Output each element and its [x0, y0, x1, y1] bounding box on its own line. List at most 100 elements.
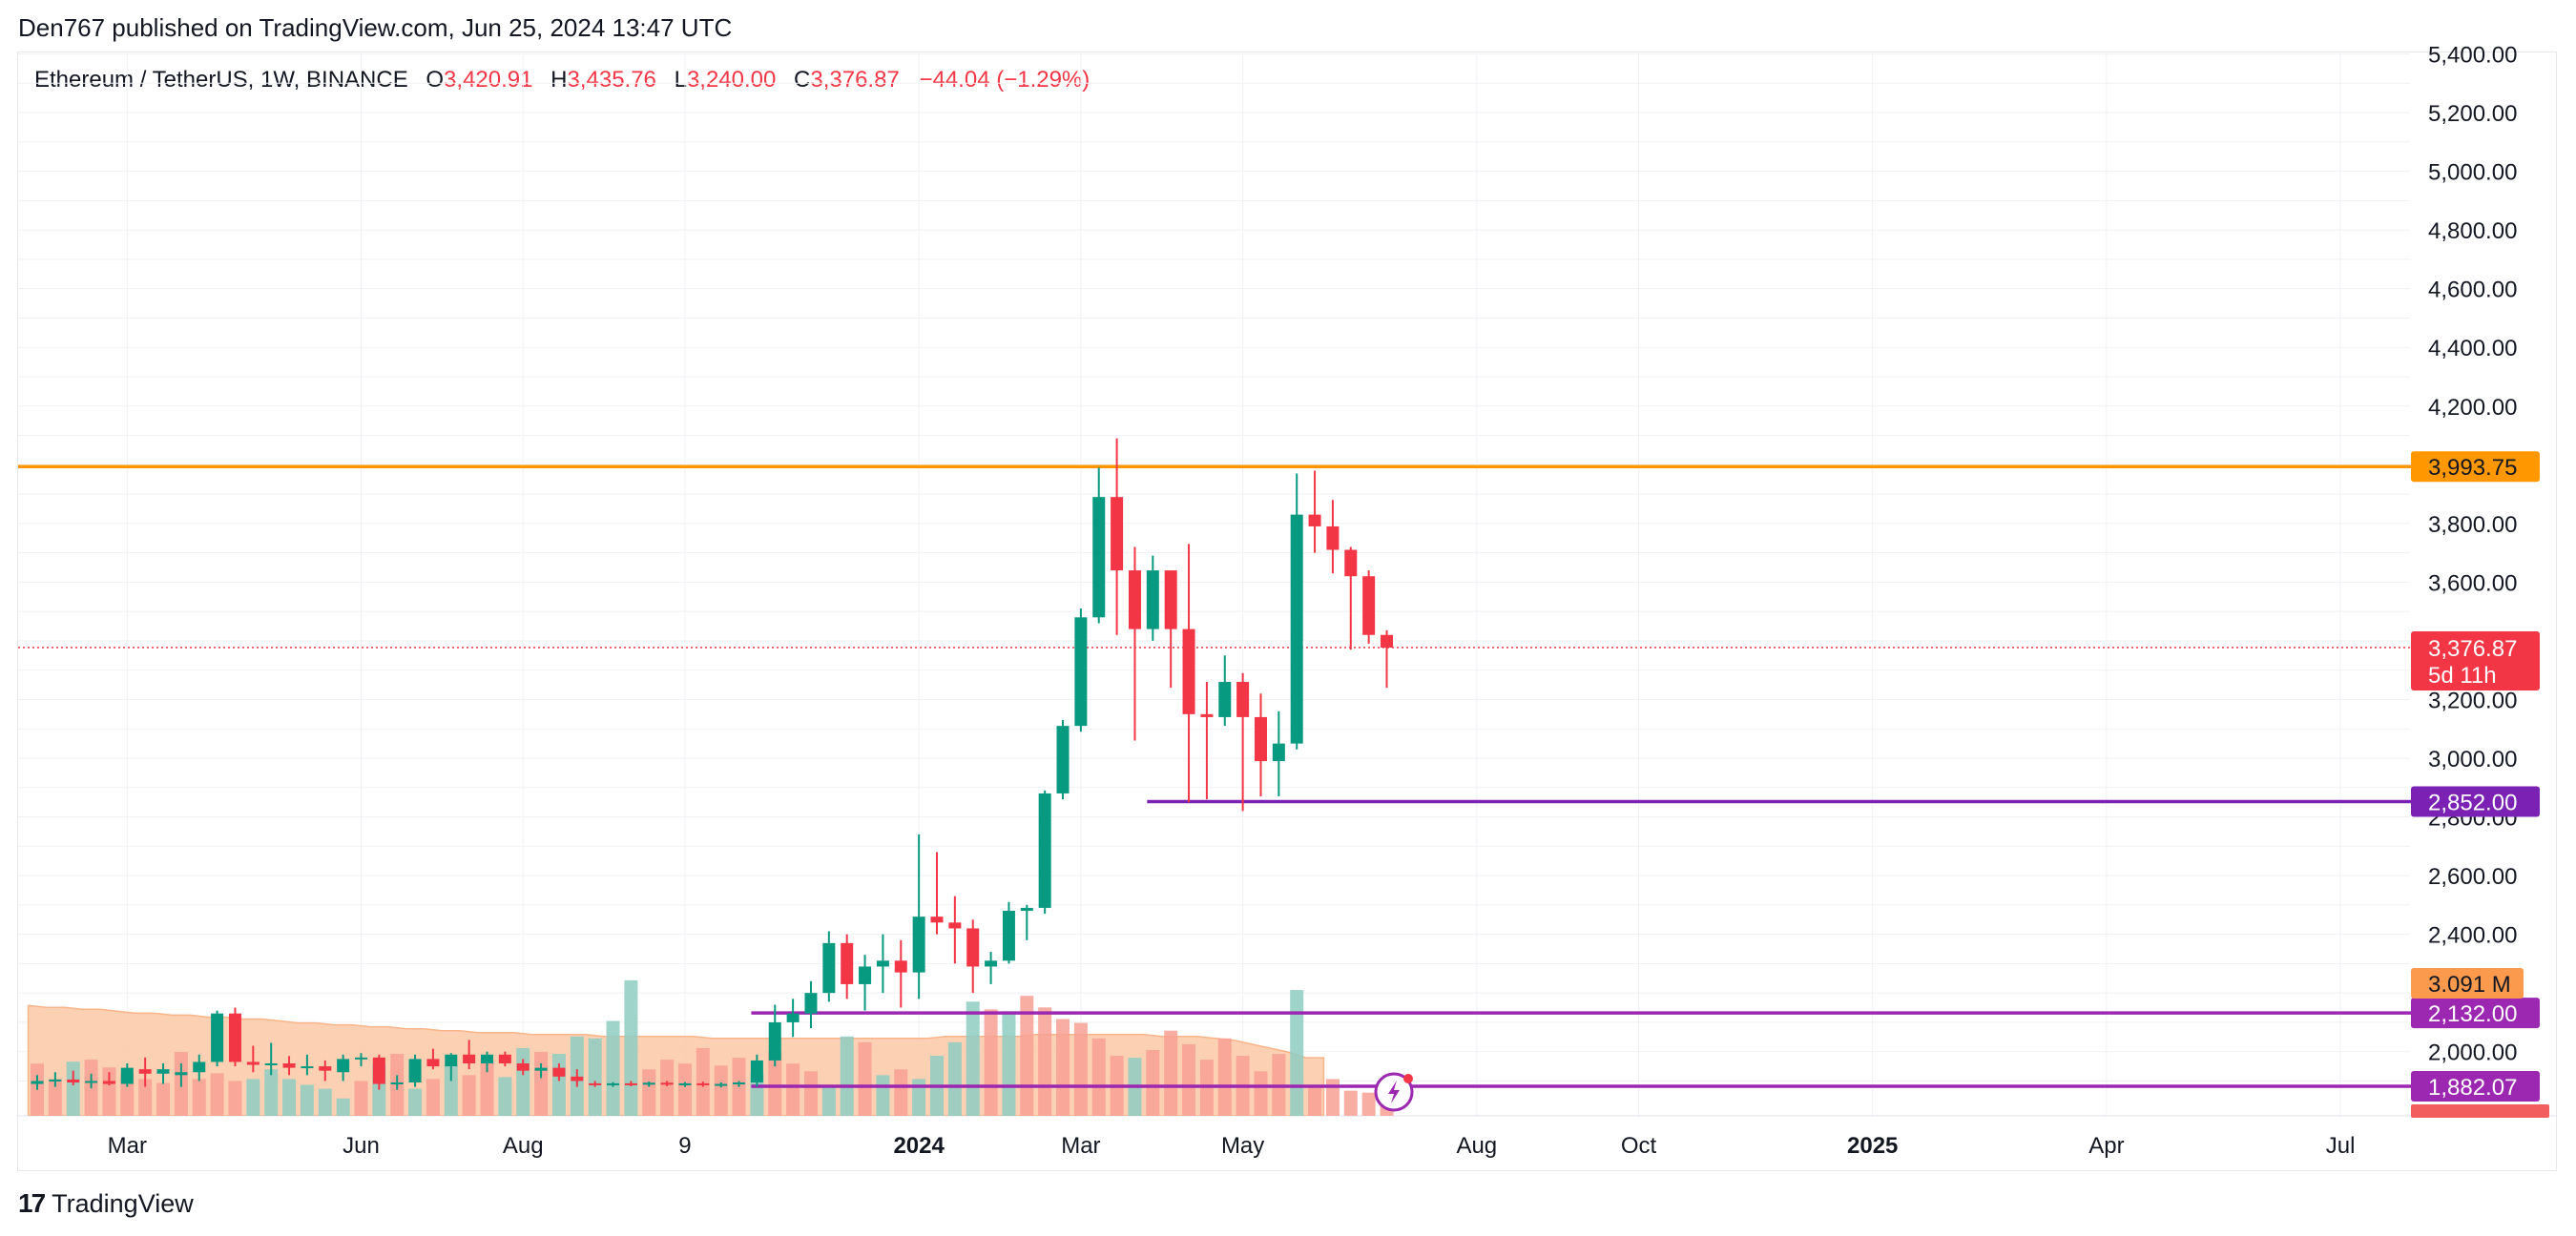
y-tick-label: 2,400.00 — [2428, 923, 2517, 949]
volume-bar — [786, 1063, 800, 1116]
y-tick-label: 3,600.00 — [2428, 570, 2517, 596]
candle-body — [678, 1082, 692, 1085]
candle-body — [426, 1059, 440, 1067]
y-tick-label: 3,200.00 — [2428, 688, 2517, 713]
volume-tag-label: 3.091 M — [2428, 972, 2511, 998]
volume-level-lower-tag — [2411, 1070, 2540, 1102]
volume-bar — [192, 1079, 206, 1116]
candle-body — [642, 1082, 655, 1085]
legend-close-value: 3,376.87 — [810, 67, 900, 93]
x-tick-label: Jul — [2326, 1133, 2356, 1159]
candle-body — [1111, 497, 1124, 571]
candle-body — [246, 1061, 260, 1065]
volume-level-upper-tag — [2411, 998, 2540, 1029]
y-tick-label: 4,600.00 — [2428, 278, 2517, 303]
candle-body — [516, 1063, 530, 1071]
lightning-bolt-icon — [1388, 1081, 1400, 1103]
x-tick-label: Aug — [1456, 1133, 1497, 1159]
tradingview-brand[interactable]: 17 TradingView — [18, 1188, 194, 1219]
volume-bar — [947, 1041, 962, 1116]
volume-bar — [444, 1065, 458, 1116]
candle-body — [534, 1067, 548, 1071]
volume-bar — [1002, 1011, 1016, 1116]
candle-body — [408, 1059, 422, 1083]
y-tick-label: 2,600.00 — [2428, 864, 2517, 890]
candle-body — [876, 960, 889, 967]
candle-body — [337, 1059, 350, 1073]
volume-bar — [246, 1079, 260, 1116]
volume-bar — [1038, 1007, 1052, 1116]
candle-body — [552, 1067, 566, 1077]
volume-bar — [840, 1036, 854, 1116]
volume-bar — [318, 1088, 332, 1116]
chart-legend: Ethereum / TetherUS, 1W, BINANCE O3,420.… — [34, 67, 1090, 93]
candle-body — [390, 1082, 404, 1085]
volume-bar — [156, 1082, 171, 1116]
legend-open-label: O — [426, 67, 445, 93]
candle-body — [85, 1081, 98, 1083]
legend-high-label: H — [551, 67, 568, 93]
y-tick-label: 4,400.00 — [2428, 336, 2517, 361]
volume-bar — [588, 1038, 602, 1116]
legend-high-value: 3,435.76 — [567, 67, 656, 93]
candle-body — [319, 1066, 332, 1071]
volume-bar — [210, 1073, 224, 1116]
volume-bar — [750, 1073, 764, 1116]
legend-low-value: 3,240.00 — [686, 67, 777, 93]
candle-body — [1326, 525, 1340, 550]
volume-bar — [966, 1001, 980, 1116]
volume-bar — [1308, 1084, 1322, 1116]
volume-bar — [264, 1069, 279, 1116]
volume-bar — [1091, 1038, 1106, 1116]
x-tick-label: 9 — [678, 1133, 691, 1159]
volume-bar — [714, 1065, 728, 1116]
volume-bar — [624, 979, 638, 1116]
candle-body — [1002, 911, 1015, 961]
volume-bar — [660, 1060, 675, 1116]
volume-bar — [282, 1079, 297, 1116]
x-tick-label: 2024 — [893, 1133, 945, 1159]
legend-symbol[interactable]: Ethereum / TetherUS, 1W, BINANCE — [34, 67, 408, 93]
resistance-tag — [2411, 451, 2540, 483]
chart-frame — [17, 52, 2557, 1171]
candle-body — [859, 966, 872, 984]
volume-bar — [1361, 1092, 1376, 1116]
candle-body — [1074, 617, 1088, 727]
volume-bar — [821, 1084, 836, 1116]
legend-close-label: C — [794, 67, 811, 93]
candle-body — [264, 1063, 278, 1066]
candle-body — [1272, 743, 1285, 762]
candle-body — [1381, 634, 1393, 648]
candle-body — [301, 1066, 314, 1069]
volume-bar — [551, 1054, 566, 1116]
volume-bar — [516, 1047, 530, 1116]
volume-bar — [1325, 1079, 1340, 1116]
y-tick-label: 2,000.00 — [2428, 1040, 2517, 1066]
y-tick-label: 3,800.00 — [2428, 512, 2517, 538]
volume-bar — [1182, 1043, 1196, 1116]
volume-bar — [534, 1052, 549, 1116]
candle-body — [31, 1081, 44, 1084]
volume-bar — [1290, 990, 1304, 1116]
y-tick-label: 5,200.00 — [2428, 101, 2517, 127]
candle-body — [102, 1081, 115, 1084]
candle-body — [1092, 497, 1106, 618]
candle-body — [985, 960, 998, 967]
candle-body — [1290, 514, 1303, 744]
candle-body — [930, 917, 944, 923]
volume-bar — [462, 1075, 476, 1116]
candle-body — [67, 1079, 80, 1083]
candle-body — [138, 1069, 152, 1074]
support-tag — [2411, 786, 2540, 817]
y-tick-label: 4,200.00 — [2428, 395, 2517, 421]
candle-body — [193, 1061, 206, 1073]
candle-body — [156, 1069, 170, 1074]
candle-body — [463, 1054, 476, 1064]
x-tick-label: Aug — [503, 1133, 544, 1159]
volume-bar — [1343, 1090, 1358, 1116]
candle-body — [894, 960, 907, 973]
candle-body — [1128, 570, 1141, 629]
candle-body — [696, 1082, 710, 1085]
volume-bar — [408, 1088, 423, 1116]
